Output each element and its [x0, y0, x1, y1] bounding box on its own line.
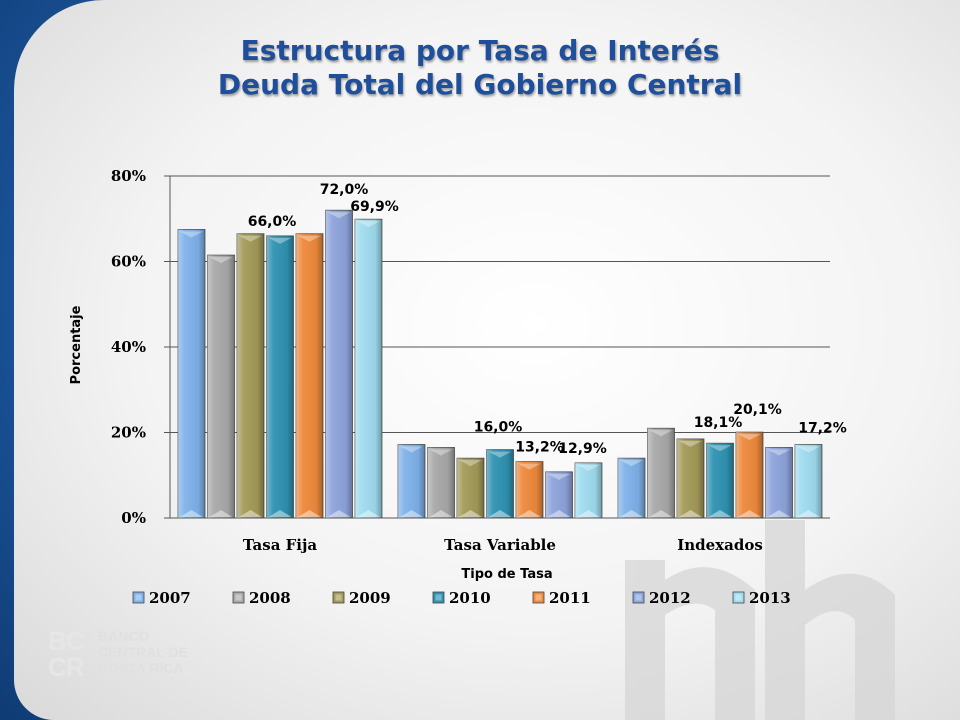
bar-chart: 0% 20% 40% 60% 80% 66,0% 72,0%69,9% 16,0% 13,2%…: [0, 0, 960, 720]
bar-shine: [707, 443, 734, 518]
x-axis-title: Tipo de Tasa: [461, 567, 552, 582]
bar-shine: [178, 229, 205, 518]
bar-shine: [575, 463, 602, 518]
y-tick-label: 0%: [121, 509, 146, 527]
legend-swatch-shine: [536, 595, 542, 601]
legend-label: 2012: [649, 589, 691, 607]
bar-shine: [428, 447, 455, 518]
x-category-label: Tasa Variable: [444, 536, 556, 554]
data-label: 12,9%: [558, 441, 607, 457]
y-tick-label: 40%: [111, 338, 146, 356]
bar-shine: [736, 432, 763, 518]
bar-shine: [516, 462, 543, 518]
bar-shine: [208, 255, 235, 518]
legend-swatch-shine: [336, 595, 342, 601]
legend-label: 2011: [549, 589, 591, 607]
legend-label: 2007: [149, 589, 191, 607]
chart-bars: [178, 210, 822, 518]
slide-frame: BC CR BANCO CENTRAL DE COSTA RICA Estruc…: [0, 0, 960, 720]
bar-shine: [398, 444, 425, 518]
legend-label: 2008: [249, 589, 291, 607]
data-label: 13,2%: [515, 440, 564, 456]
legend-swatch-shine: [636, 595, 642, 601]
legend-swatch-shine: [136, 595, 142, 601]
chart-legend: 2007 2008 2009 2010 2011 2012 2013: [133, 589, 791, 607]
data-label: 72,0%: [320, 182, 369, 198]
bar-shine: [648, 428, 675, 518]
bar-shine: [677, 439, 704, 518]
data-label: 66,0%: [248, 214, 297, 230]
bar-shine: [487, 450, 514, 518]
y-axis-ticks: 0% 20% 40% 60% 80%: [111, 167, 146, 527]
data-label: 69,9%: [350, 199, 399, 215]
bar-shine: [795, 444, 822, 518]
data-label: 16,0%: [474, 420, 523, 436]
y-tick-label: 60%: [111, 253, 146, 271]
x-category-label: Tasa Fija: [243, 536, 318, 554]
x-category-label: Indexados: [677, 536, 763, 554]
bar-shine: [326, 210, 353, 518]
legend-label: 2010: [449, 589, 491, 607]
bar-shine: [237, 234, 264, 518]
y-tick-label: 20%: [111, 424, 146, 442]
bar-shine: [296, 234, 323, 518]
y-tick-label: 80%: [111, 167, 146, 185]
data-label: 20,1%: [733, 402, 782, 418]
legend-label: 2013: [749, 589, 791, 607]
y-axis-title: Porcentaje: [69, 305, 84, 384]
bar-shine: [355, 219, 382, 518]
legend-swatch-shine: [236, 595, 242, 601]
x-axis-categories: Tasa Fija Tasa Variable Indexados: [243, 536, 763, 554]
legend-swatch-shine: [436, 595, 442, 601]
bar-shine: [766, 447, 793, 518]
bar-shine: [457, 458, 484, 518]
legend-swatch-shine: [736, 595, 742, 601]
legend-label: 2009: [349, 589, 391, 607]
bar-shine: [267, 236, 294, 518]
bar-shine: [618, 458, 645, 518]
data-label: 17,2%: [798, 420, 847, 436]
